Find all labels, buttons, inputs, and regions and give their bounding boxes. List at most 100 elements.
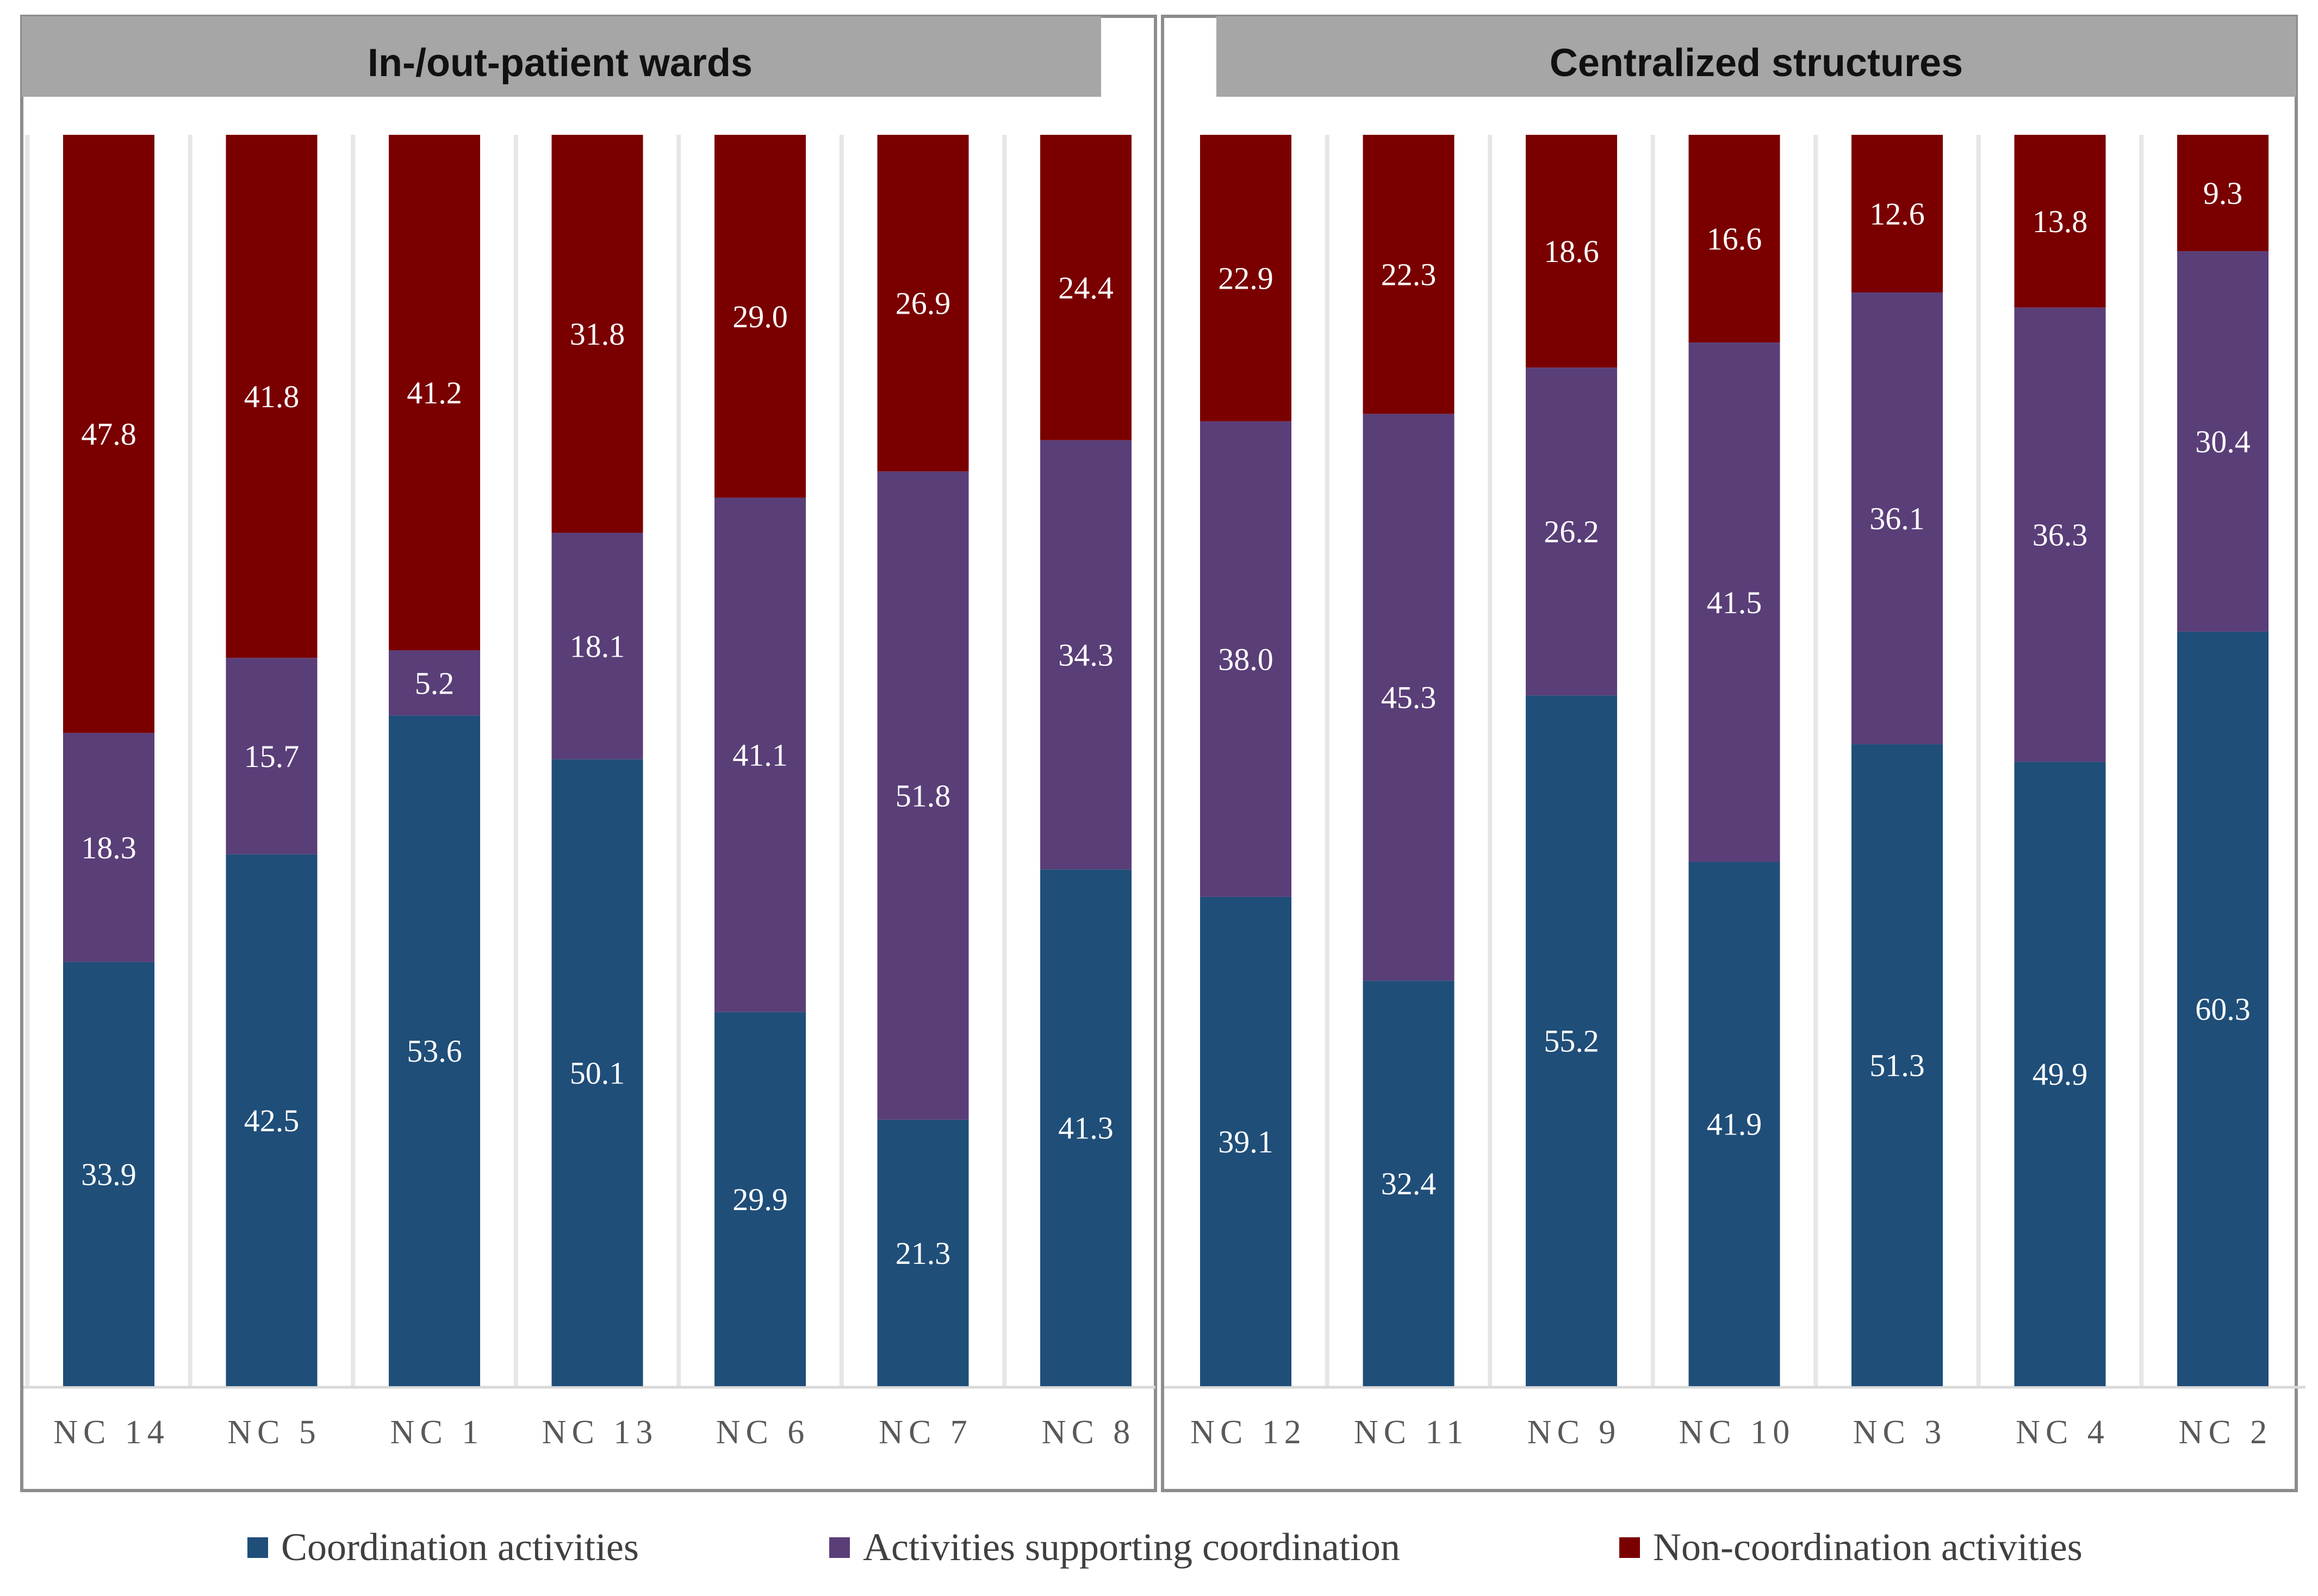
coordination-segment [877,1119,969,1386]
data-label: 36.1 [1869,501,1925,537]
data-label: 55.2 [1544,1024,1599,1059]
supporting-segment [2177,251,2269,632]
coordination-segment [1200,896,1291,1386]
x-tick-label: NC 6 [716,1414,810,1451]
data-label: 26.9 [896,286,951,321]
data-label: 41.2 [407,375,462,410]
supporting-segment [1526,367,1617,696]
non-coordination-segment [1363,135,1455,414]
data-label: 41.8 [244,379,300,414]
coordination-segment [63,962,154,1386]
data-label: 45.3 [1381,680,1437,715]
data-label: 49.9 [2033,1057,2088,1092]
supporting-segment [1688,342,1780,862]
data-label: 32.4 [1381,1166,1437,1201]
data-label: 5.2 [415,665,455,701]
coordination-segment [714,1012,806,1386]
non-coordination-segment [551,135,643,533]
x-tick-label: NC 5 [227,1414,321,1451]
data-label: 53.6 [407,1033,462,1069]
supporting-segment [226,658,318,855]
legend-item-coordination-swatch [247,1537,268,1558]
data-label: 41.3 [1058,1111,1114,1146]
data-label: 18.6 [1544,234,1599,269]
data-label: 39.1 [1218,1124,1273,1159]
non-coordination-segment [389,135,480,651]
supporting-segment [2014,307,2106,762]
data-label: 50.1 [570,1055,625,1090]
legend-item-non-coordination-swatch [1619,1537,1640,1558]
data-label: 13.8 [2033,204,2088,239]
x-tick-label: NC 14 [53,1414,170,1451]
data-label: 15.7 [244,739,300,774]
data-label: 51.8 [896,778,951,813]
data-label: 9.3 [2203,176,2243,211]
data-label: 29.9 [732,1182,788,1217]
x-tick-label: NC 1 [390,1414,484,1451]
data-label: 18.3 [81,830,136,865]
coordination-segment [1688,862,1780,1386]
legend-item-supporting-label: Activities supporting coordination [863,1525,1400,1569]
data-label: 29.0 [732,299,788,334]
non-coordination-segment [2014,135,2106,308]
x-tick-label: NC 4 [2016,1414,2110,1451]
coordination-segment [551,759,643,1386]
data-label: 22.9 [1218,261,1273,296]
non-coordination-segment [1688,135,1780,343]
data-label: 41.5 [1707,585,1762,620]
non-coordination-segment [877,135,969,472]
data-label: 33.9 [81,1157,136,1192]
data-label: 36.3 [2033,517,2088,552]
data-label: 30.4 [2195,424,2251,459]
non-coordination-segment [714,135,806,498]
panel-title: Centralized structures [1550,41,1963,85]
data-label: 41.1 [732,738,788,773]
data-label: 24.4 [1058,270,1114,306]
coordination-segment [2177,631,2269,1386]
legend-item-non-coordination-label: Non-coordination activities [1653,1525,2083,1569]
legend-item-supporting-swatch [829,1537,850,1558]
non-coordination-segment [226,135,318,658]
coordination-segment [1040,869,1132,1386]
non-coordination-segment [1200,135,1291,422]
data-label: 38.0 [1218,642,1273,677]
non-coordination-segment [1851,135,1943,293]
supporting-segment [877,471,969,1120]
x-tick-label: NC 10 [1679,1414,1795,1451]
data-label: 26.2 [1544,514,1599,550]
panel-title: In-/out-patient wards [368,41,753,85]
x-tick-label: NC 3 [1853,1414,1947,1451]
x-tick-label: NC 9 [1527,1414,1621,1451]
supporting-segment [1040,440,1132,870]
data-label: 16.6 [1707,221,1762,257]
supporting-segment [714,497,806,1012]
supporting-segment [389,650,480,716]
data-label: 51.3 [1869,1048,1925,1083]
legend-item-coordination-label: Coordination activities [281,1525,639,1569]
data-label: 12.6 [1869,196,1925,232]
data-label: 18.1 [570,628,625,664]
coordination-segment [389,715,480,1386]
data-label: 60.3 [2195,992,2251,1027]
data-label: 31.8 [570,316,625,352]
non-coordination-segment [63,135,154,733]
non-coordination-segment [1526,135,1617,368]
supporting-segment [551,533,643,759]
non-coordination-segment [2177,135,2269,252]
supporting-segment [63,733,154,962]
data-label: 21.3 [896,1236,951,1271]
coordination-segment [2014,762,2106,1386]
panel-header [1216,16,2296,97]
data-label: 22.3 [1381,257,1437,292]
coordination-segment [226,854,318,1386]
data-label: 34.3 [1058,637,1114,672]
coordination-segment [1363,981,1455,1386]
x-tick-label: NC 12 [1190,1414,1307,1451]
data-label: 41.9 [1707,1107,1762,1142]
supporting-segment [1200,421,1291,897]
supporting-segment [1851,292,1943,745]
panel-header [22,16,1101,97]
x-tick-label: NC 8 [1042,1414,1136,1451]
